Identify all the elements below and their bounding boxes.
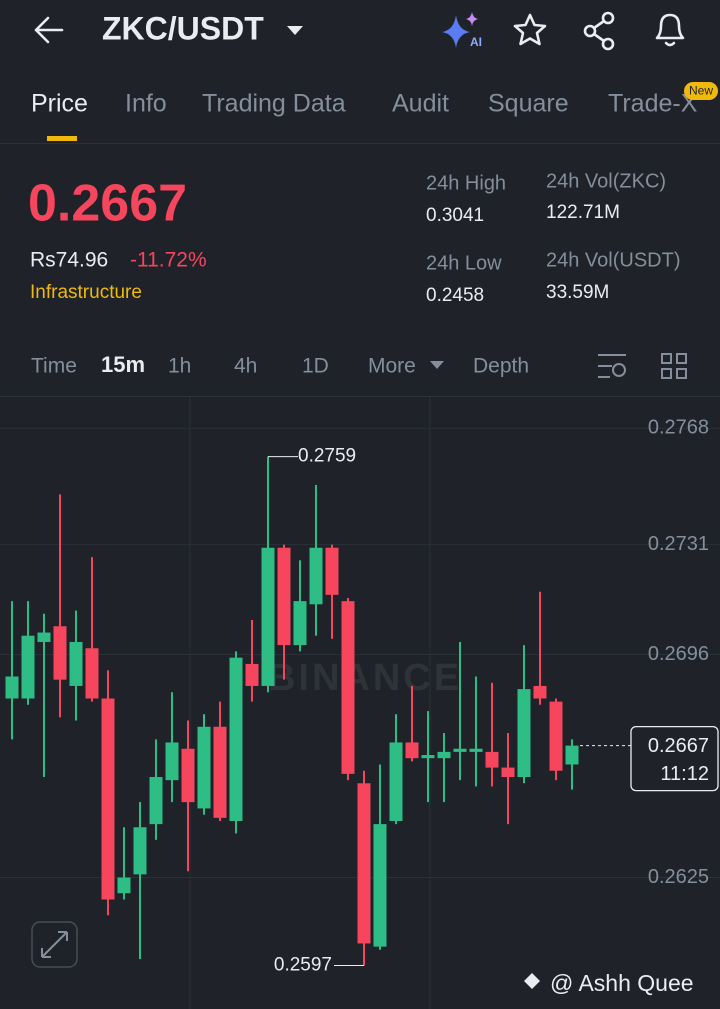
candle-body: [37, 632, 51, 642]
candle-body: [197, 726, 211, 809]
favorite-button[interactable]: [513, 13, 547, 46]
divider: [0, 143, 720, 144]
low-label: 0.2597: [274, 954, 332, 975]
candle-body: [309, 547, 323, 605]
candle-body: [213, 726, 227, 818]
stat-value: 33.59M: [546, 282, 609, 303]
candle-body: [245, 663, 259, 686]
stat-label: 24h Vol(ZKC): [546, 170, 666, 192]
layout-button[interactable]: [661, 353, 687, 379]
fiat-price: Rs74.96: [30, 249, 108, 272]
candle-body: [229, 657, 243, 821]
fullscreen-button[interactable]: [31, 921, 78, 968]
candle-body: [149, 777, 163, 825]
tab[interactable]: Trade-X: [608, 90, 698, 118]
sector-tag[interactable]: Infrastructure: [30, 282, 142, 303]
candle-body: [133, 827, 147, 875]
stat-label: 24h Vol(USDT): [546, 249, 681, 271]
tab[interactable]: Audit: [392, 90, 449, 118]
candle-body: [549, 701, 563, 771]
interval-more[interactable]: More: [368, 355, 416, 378]
last-price-tag-countdown: 11:12: [660, 763, 709, 785]
tab[interactable]: Square: [488, 90, 569, 118]
price-change: -11.72%: [130, 249, 207, 272]
high-label: 0.2759: [298, 446, 356, 467]
tab[interactable]: Trading Data: [202, 90, 346, 118]
divider: [0, 396, 720, 397]
candle-body: [165, 742, 179, 781]
candle-body: [85, 648, 99, 699]
symbol[interactable]: ZKC/USDT: [102, 10, 264, 46]
candle-body: [69, 641, 83, 686]
candle-body: [357, 783, 371, 944]
notification-button[interactable]: [655, 13, 685, 47]
candle-body: [117, 877, 131, 894]
stat-value: 0.2458: [426, 285, 484, 306]
y-tick-label: 0.2768: [648, 417, 709, 439]
candle-body: [501, 767, 515, 778]
tab[interactable]: Info: [125, 90, 167, 118]
candle-body: [293, 601, 307, 646]
candle-body: [53, 626, 67, 680]
stat-label: 24h High: [426, 172, 506, 194]
candle-body: [565, 745, 579, 765]
candle-body: [325, 547, 339, 595]
active-tab-indicator: [47, 136, 77, 141]
y-tick-label: 0.2696: [648, 643, 709, 665]
interval[interactable]: 1D: [302, 355, 329, 378]
candle-body: [533, 685, 547, 699]
candle-body: [453, 748, 467, 752]
back-button[interactable]: [34, 16, 64, 44]
candle-body: [373, 824, 387, 947]
candle-body: [21, 635, 35, 699]
interval[interactable]: 4h: [234, 355, 257, 378]
fullscreen-icon: [41, 931, 68, 958]
stat-value: 122.71M: [546, 202, 620, 223]
candle-body: [341, 601, 355, 774]
last-price-tag: [630, 725, 719, 792]
credit-logo: [524, 973, 540, 989]
candle-body: [5, 676, 19, 699]
y-tick-label: 0.2625: [648, 866, 709, 888]
candle-body: [261, 547, 275, 686]
stat-label: 24h Low: [426, 252, 502, 274]
interval[interactable]: Time: [31, 355, 77, 378]
candle-body: [181, 748, 195, 803]
share-button[interactable]: [583, 11, 615, 51]
last-price: 0.2667: [28, 175, 187, 233]
credit: @ Ashh Quee: [550, 970, 694, 996]
stat-value: 0.3041: [426, 205, 484, 226]
more-dropdown[interactable]: [430, 361, 444, 369]
candle-body: [485, 751, 499, 768]
indicator-button[interactable]: [598, 354, 626, 378]
candle-body: [101, 698, 115, 900]
symbol-dropdown[interactable]: [287, 26, 303, 35]
interval[interactable]: 1h: [168, 355, 191, 378]
candle-body: [421, 755, 435, 759]
ai-button[interactable]: AI: [442, 12, 482, 49]
tab[interactable]: Price: [31, 90, 88, 118]
depth-tab[interactable]: Depth: [473, 355, 529, 378]
last-price-tag-price: 0.2667: [648, 735, 709, 757]
candle-body: [437, 751, 451, 759]
candle-body: [405, 742, 419, 759]
y-tick-label: 0.2731: [648, 533, 709, 555]
candle-body: [389, 742, 403, 821]
candle-body: [277, 547, 291, 646]
svg-text:AI: AI: [470, 35, 482, 49]
watermark: BINANCE: [268, 657, 462, 699]
new-badge-text: New: [689, 84, 713, 98]
new-badge: [684, 82, 718, 100]
interval-active[interactable]: 15m: [101, 352, 145, 377]
candle-body: [469, 748, 483, 752]
candle-body: [517, 689, 531, 778]
